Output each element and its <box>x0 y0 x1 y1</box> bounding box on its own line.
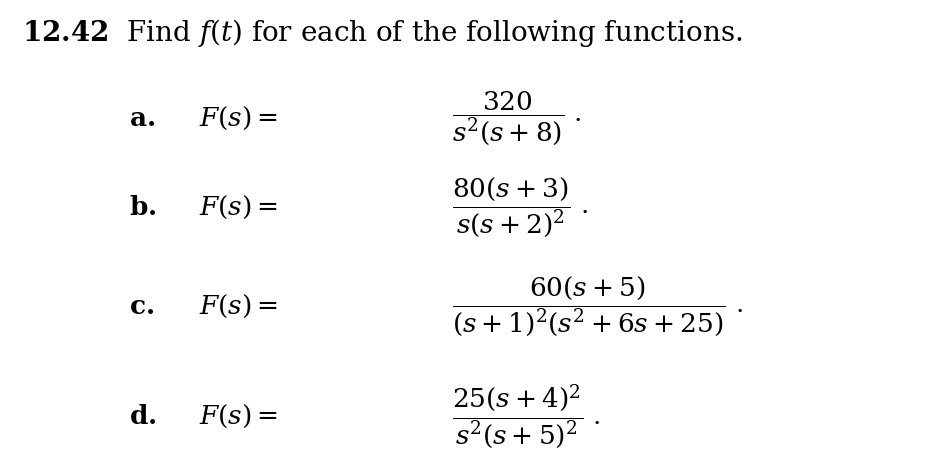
Text: $\mathbf{12.42}$  Find $f(t)$ for each of the following functions.: $\mathbf{12.42}$ Find $f(t)$ for each of… <box>22 17 741 49</box>
Text: $F(s) =$: $F(s) =$ <box>199 104 278 132</box>
Text: $F(s) =$: $F(s) =$ <box>199 293 278 320</box>
Text: $\mathbf{c.}$: $\mathbf{c.}$ <box>129 294 154 319</box>
Text: $\dfrac{80(s+3)}{s(s+2)^2}$ $.$: $\dfrac{80(s+3)}{s(s+2)^2}$ $.$ <box>452 176 588 239</box>
Text: $\mathbf{a.}$: $\mathbf{a.}$ <box>129 106 155 130</box>
Text: $\dfrac{320}{s^2(s+8)}$ $.$: $\dfrac{320}{s^2(s+8)}$ $.$ <box>452 89 582 147</box>
Text: $F(s) =$: $F(s) =$ <box>199 194 278 221</box>
Text: $\mathbf{d.}$: $\mathbf{d.}$ <box>129 404 157 429</box>
Text: $\dfrac{25(s+4)^2}{s^2(s+5)^2}$ $.$: $\dfrac{25(s+4)^2}{s^2(s+5)^2}$ $.$ <box>452 383 600 451</box>
Text: $F(s) =$: $F(s) =$ <box>199 403 278 430</box>
Text: $\dfrac{60(s+5)}{(s+1)^2(s^2+6s+25)}$ $.$: $\dfrac{60(s+5)}{(s+1)^2(s^2+6s+25)}$ $.… <box>452 275 743 338</box>
Text: $\mathbf{b.}$: $\mathbf{b.}$ <box>129 195 157 220</box>
